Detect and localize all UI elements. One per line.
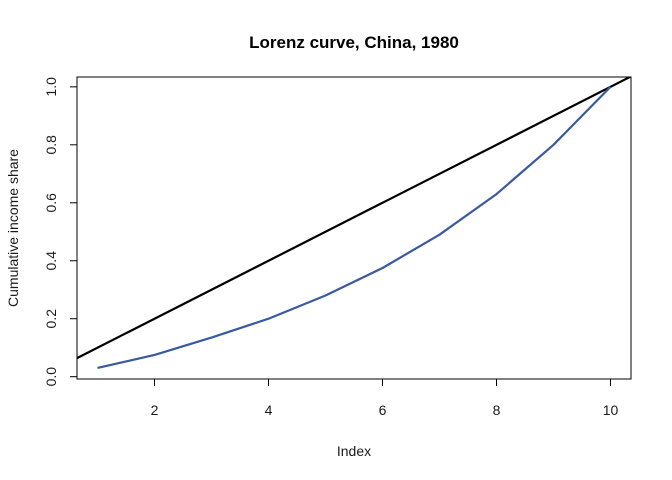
x-axis-label: Index xyxy=(337,443,371,459)
lorenz-curve-line xyxy=(97,86,612,370)
x-tick-label: 2 xyxy=(151,402,159,418)
y-axis: 0.0 0.2 0.4 0.6 0.8 1.0 xyxy=(43,77,78,387)
y-tick-label: 1.0 xyxy=(43,77,59,97)
x-tick-label: 4 xyxy=(265,402,273,418)
y-axis-label: Cumulative income share xyxy=(5,149,21,307)
equality-line xyxy=(77,77,631,360)
plot-area xyxy=(77,77,631,370)
y-tick-label: 0.0 xyxy=(43,367,59,387)
x-tick-label: 8 xyxy=(493,402,501,418)
chart-title: Lorenz curve, China, 1980 xyxy=(249,33,459,52)
x-tick-label: 10 xyxy=(603,402,619,418)
x-tick-label: 6 xyxy=(379,402,387,418)
y-tick-label: 0.2 xyxy=(43,309,59,329)
y-tick-label: 0.4 xyxy=(43,251,59,271)
y-tick-label: 0.6 xyxy=(43,193,59,213)
y-tick-label: 0.8 xyxy=(43,135,59,155)
plot-frame xyxy=(76,76,632,380)
x-axis: 2 4 6 8 10 xyxy=(151,378,619,418)
